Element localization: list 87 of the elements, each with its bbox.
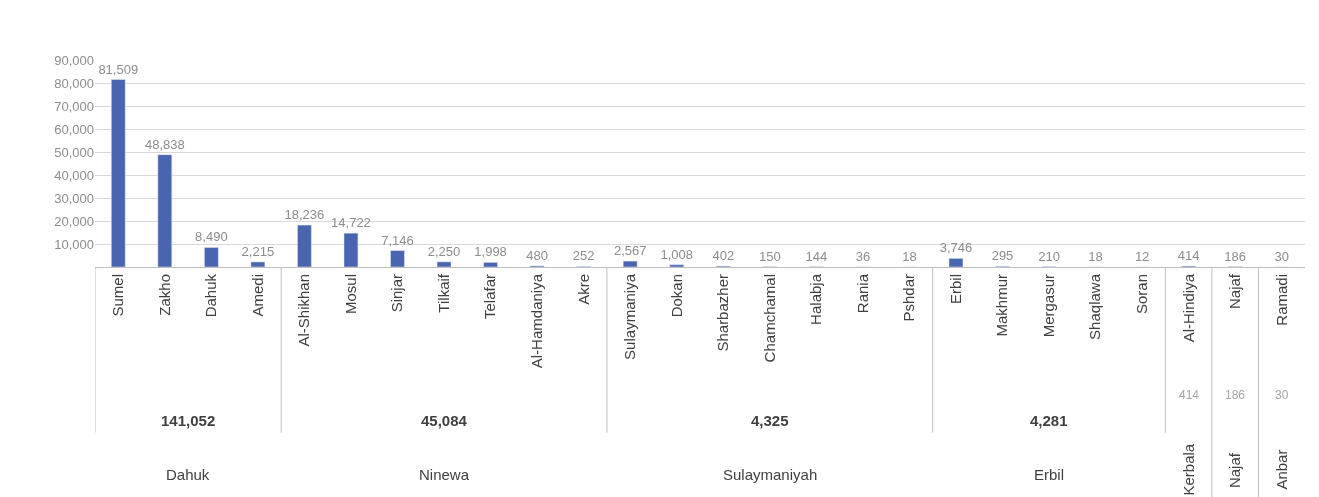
x-tick-label: Telafar — [481, 274, 499, 320]
data-label: 150 — [758, 248, 781, 264]
data-label: 14,722 — [331, 215, 371, 231]
x-tick-label: Pshdar — [900, 274, 918, 322]
x-tick-label: Zakho — [155, 274, 173, 316]
data-label: 2,215 — [241, 243, 275, 259]
text: 4,325 — [751, 412, 789, 429]
text: Anbar — [1272, 449, 1290, 490]
bar — [622, 260, 638, 267]
text: 30 — [1275, 388, 1289, 402]
x-tick-label: Halabja — [807, 273, 825, 325]
x-tick-label: Amedi — [248, 274, 266, 317]
x-tick-label: Mergasur — [1039, 274, 1057, 338]
data-label: 3,746 — [939, 240, 973, 256]
x-tick-label: Shaqlawa — [1086, 273, 1104, 340]
data-label: 81,509 — [98, 61, 139, 77]
y-tick-label: 80,000 — [54, 75, 94, 91]
data-label: 2,567 — [613, 243, 647, 259]
bar — [250, 261, 266, 267]
x-tick-label: Ramadi — [1272, 274, 1290, 326]
data-label: 36 — [855, 248, 871, 264]
y-tick-label: 70,000 — [54, 98, 94, 114]
x-tick-label: Al-Hindiya — [1179, 273, 1197, 343]
data-label: 30 — [1274, 248, 1289, 264]
data-label: 480 — [526, 247, 548, 263]
bar — [204, 247, 219, 267]
data-label: 2,250 — [427, 243, 461, 259]
x-tick-label: Rania — [853, 273, 871, 314]
x-tick-label: Sumel — [109, 274, 127, 317]
data-label: 1,008 — [660, 246, 693, 262]
x-tick-label: Dahuk — [202, 273, 220, 318]
data-label: 12 — [1134, 248, 1150, 264]
text: Najaf — [1226, 452, 1244, 489]
text: Ninewa — [419, 466, 470, 483]
y-tick-label: 20,000 — [54, 213, 94, 229]
bar — [948, 258, 964, 267]
y-tick-label: 10,000 — [54, 236, 94, 252]
x-tick-label: Al-Shikhan — [295, 274, 313, 347]
bar — [669, 264, 684, 267]
x-tick-label: Akre — [574, 274, 592, 305]
bar — [390, 250, 405, 267]
data-label: 18,236 — [284, 207, 325, 223]
y-tick-label: 40,000 — [54, 167, 94, 183]
data-label: 186 — [1224, 248, 1247, 264]
x-tick-label: Al-Hamdaniya — [527, 273, 545, 369]
x-tick-label: Makhmur — [993, 274, 1011, 337]
data-label: 8,490 — [195, 229, 228, 245]
x-tick-label: Sharbazher — [714, 274, 732, 352]
text: 186 — [1225, 388, 1246, 402]
text: 141,052 — [161, 412, 216, 429]
x-tick-label: Sinjar — [388, 274, 406, 313]
bar — [343, 232, 359, 267]
x-tick-label: Najaf — [1226, 273, 1244, 310]
y-tick-label: 60,000 — [54, 121, 94, 137]
y-tick-label: 30,000 — [54, 190, 94, 206]
bar — [297, 224, 312, 267]
data-label: 295 — [991, 248, 1014, 264]
data-label: 7,146 — [381, 232, 414, 248]
data-label: 48,838 — [144, 136, 185, 152]
data-label: 252 — [572, 248, 595, 264]
x-tick-label: Chamchamal — [760, 274, 778, 363]
bar — [436, 261, 452, 267]
text: Erbil — [1034, 466, 1065, 483]
bar — [157, 154, 173, 267]
text: Kerbala — [1179, 443, 1197, 496]
bar — [111, 79, 126, 267]
text: 45,084 — [421, 412, 468, 429]
x-tick-label: Sulaymaniya — [621, 273, 639, 360]
text: Sulaymaniyah — [723, 466, 818, 483]
text: 4,281 — [1030, 412, 1068, 429]
data-label: 1,998 — [474, 244, 507, 260]
data-label: 18 — [1088, 248, 1103, 264]
data-label: 210 — [1038, 248, 1060, 264]
bar — [483, 262, 498, 267]
data-label: 144 — [805, 248, 828, 264]
x-tick-label: Tilkaif — [434, 273, 452, 313]
x-tick-label: Mosul — [341, 274, 359, 315]
y-tick-label: 50,000 — [54, 144, 94, 160]
text: 414 — [1179, 388, 1200, 402]
x-tick-label: Dokan — [667, 274, 685, 318]
data-label: 402 — [712, 248, 735, 264]
text: Dahuk — [166, 466, 210, 483]
y-tick-label: 90,000 — [54, 52, 94, 68]
data-label: 414 — [1177, 248, 1200, 264]
x-tick-label: Soran — [1132, 274, 1150, 315]
x-tick-label: Erbil — [946, 274, 964, 305]
data-label: 18 — [902, 248, 917, 264]
